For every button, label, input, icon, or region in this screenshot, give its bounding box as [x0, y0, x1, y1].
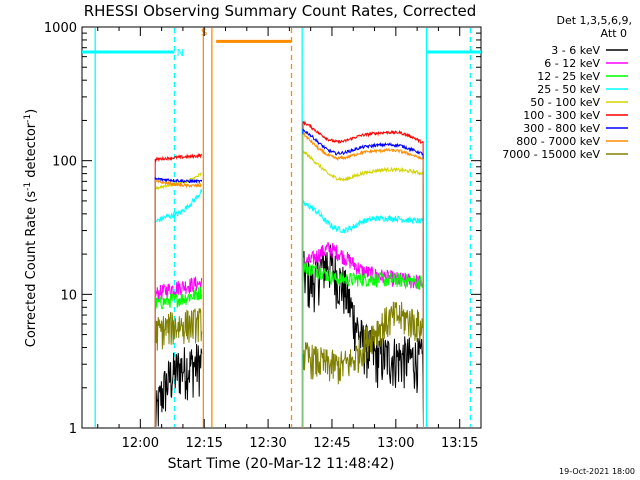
y-tick-label: 1: [69, 422, 77, 437]
legend-header-detectors: Det 1,3,5,6,9,: [556, 14, 632, 27]
legend-entry-label: 6 - 12 keV: [544, 57, 600, 70]
y-tick-label: 10: [60, 288, 77, 303]
y-axis-label-end: ): [24, 109, 39, 114]
series-line-pre: [154, 152, 203, 428]
series-line-pre: [154, 188, 203, 223]
y-axis-label-sup2: -1: [23, 114, 33, 123]
x-tick-label: 12:00: [122, 436, 159, 451]
y-axis-label-mid: detector: [24, 122, 39, 182]
series-line-post: [302, 301, 424, 385]
time-markers: [94, 28, 472, 427]
x-tick-label: 13:00: [377, 436, 414, 451]
x-tick-label: 12:30: [249, 436, 286, 451]
series-line-post: [302, 128, 424, 429]
y-axis: 1 10 100 1000: [44, 21, 481, 437]
legend-entry-label: 50 - 100 keV: [530, 96, 600, 109]
series-line-post: [302, 131, 424, 429]
legend-entry-label: 300 - 800 keV: [523, 122, 600, 135]
y-tick-label: 100: [52, 155, 77, 170]
legend-header-attenuator: Att 0: [601, 27, 627, 40]
series-line-pre: [154, 176, 203, 428]
y-axis-label-main: Corrected Count Rate (s: [24, 191, 39, 348]
series-line-pre: [154, 179, 202, 428]
y-tick-label: 1000: [44, 21, 77, 36]
chart-title: RHESSI Observing Summary Count Rates, Co…: [84, 2, 477, 20]
generated-timestamp: 19-Oct-2021 18:00: [559, 467, 635, 476]
y-axis-label: Corrected Count Rate (s-1 detector-1): [23, 109, 39, 347]
data-series: [154, 120, 424, 429]
series-line-pre: [154, 286, 203, 310]
series-line-post: [302, 120, 424, 429]
series-line-post: [302, 200, 424, 234]
series-line-pre: [154, 172, 202, 428]
legend-entry-label: 3 - 6 keV: [551, 44, 600, 57]
observing-flags: NS: [82, 27, 481, 59]
series-line-post: [302, 241, 424, 290]
legend-entry-label: 12 - 25 keV: [537, 70, 600, 83]
x-tick-label: 12:45: [313, 436, 350, 451]
x-axis: 12:00 12:15 12:30 12:45 13:00 13:15: [97, 27, 482, 451]
series-line-post: [302, 262, 424, 290]
series-line-post: [302, 149, 424, 429]
x-tick-label: 13:15: [441, 436, 478, 451]
legend-entry-label: 100 - 300 keV: [523, 109, 600, 122]
x-axis-label: Start Time (20-Mar-12 11:48:42): [168, 456, 395, 472]
legend-entry-label: 7000 - 15000 keV: [502, 148, 600, 161]
y-axis-label-sup1: -1: [23, 182, 33, 191]
series-line-pre: [154, 276, 203, 302]
plot-area-frame: [81, 26, 482, 429]
series-line-pre: [154, 343, 203, 428]
legend-entry-label: 25 - 50 keV: [537, 83, 600, 96]
night-flag-label: N: [177, 48, 184, 59]
legend-entry-label: 800 - 7000 keV: [516, 135, 600, 148]
series-line-pre: [154, 308, 203, 351]
x-tick-label: 12:15: [185, 436, 222, 451]
